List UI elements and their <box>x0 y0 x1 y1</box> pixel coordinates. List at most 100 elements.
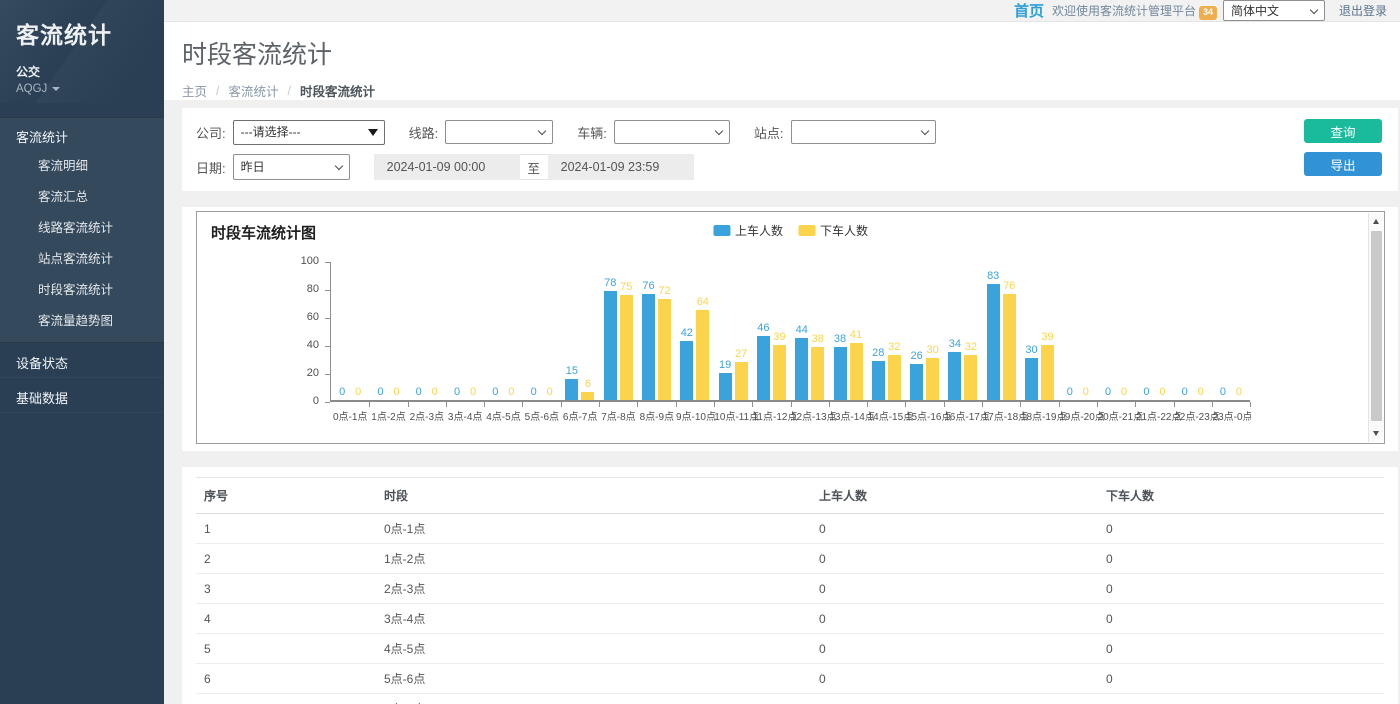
bar-column: 64 <box>696 297 710 400</box>
bar-group: 76 72 <box>637 260 677 407</box>
bar-value-label: 0 <box>1082 386 1089 398</box>
x-axis-labels: 0点-1点 1点-2点 2点-3点 3点-4点 4点-5点 5点-6点 6点-7点 7点-8点… <box>331 408 1251 423</box>
scrollbar-thumb[interactable] <box>1370 231 1382 421</box>
breadcrumb-item: 时段客流统计 <box>300 85 376 99</box>
bar-column: 38 <box>811 332 825 400</box>
bar-value-label: 0 <box>355 386 362 398</box>
filter-panel: 公司: ---请选择--- 线路: <box>182 108 1398 191</box>
bar <box>948 352 962 400</box>
table-cell: 1点-2点 <box>376 543 811 574</box>
table-cell: 6 <box>196 663 376 694</box>
table-row: 5 4点-5点 0 0 <box>196 633 1384 664</box>
sidebar-item[interactable]: 客流汇总 <box>38 190 89 204</box>
scroll-up-arrow-icon[interactable] <box>1369 214 1383 229</box>
table-cell: 4点-5点 <box>376 633 811 664</box>
bar-value-label: 0 <box>431 386 438 398</box>
table-cell: 0 <box>811 633 1098 664</box>
x-axis-category-label: 5点-6点 <box>524 412 560 423</box>
table-row: 2 1点-2点 0 0 <box>196 543 1384 574</box>
breadcrumb-item[interactable]: 客流统计 <box>228 85 279 99</box>
date-to-input[interactable]: 2024-01-09 23:59 <box>547 154 694 180</box>
sidebar-item[interactable]: 线路客流统计 <box>38 221 114 235</box>
legend-item[interactable]: 下车人数 <box>798 222 868 239</box>
bar-value-label: 32 <box>888 341 901 354</box>
line-select[interactable] <box>445 120 554 144</box>
bar <box>849 342 863 400</box>
sidebar-item[interactable]: 时段客流统计 <box>38 283 114 297</box>
logout-link[interactable]: 退出登录 <box>1338 4 1387 18</box>
bar-value-label: 0 <box>1143 386 1150 398</box>
bar-column: 0 <box>1140 387 1153 400</box>
bar-value-label: 0 <box>1219 386 1227 398</box>
bar-value-label: 39 <box>1041 331 1054 344</box>
bar-column: 19 <box>718 359 732 400</box>
table-header-cell: 序号 <box>196 477 376 514</box>
bar-column: 78 <box>603 277 617 400</box>
y-axis-tick <box>325 261 330 263</box>
table-cell: 15 <box>811 693 1098 704</box>
breadcrumb-item[interactable]: 主页 <box>182 85 208 99</box>
welcome-text: 欢迎使用客流统计管理平台 <box>1051 4 1196 18</box>
date-label: 日期: <box>196 160 226 176</box>
date-from-input[interactable]: 2024-01-09 00:00 <box>373 154 520 180</box>
bar <box>619 295 633 400</box>
sidebar-item[interactable]: 客流明细 <box>38 159 89 173</box>
bar-value-label: 0 <box>339 386 346 398</box>
bar-group: 30 39 <box>1020 260 1060 407</box>
bar <box>603 290 617 400</box>
language-select[interactable]: 简体中文 <box>1222 0 1325 21</box>
bar-value-label: 34 <box>948 338 962 351</box>
company-select-wrap: ---请选择--- <box>232 119 385 145</box>
sidebar-section-header[interactable]: 基础数据 <box>16 391 69 406</box>
table-header-cell: 下车人数 <box>1098 477 1384 514</box>
line-label: 线路: <box>408 125 439 141</box>
bar-value-label: 0 <box>1105 386 1112 398</box>
export-button[interactable]: 导出 <box>1304 152 1382 176</box>
bar-value-label: 38 <box>811 332 824 345</box>
bar-value-label: 19 <box>718 359 732 372</box>
bar-column: 76 <box>1002 280 1016 400</box>
bar-group: 83 76 <box>982 260 1022 407</box>
sidebar-section-header[interactable]: 客流统计 <box>16 130 69 145</box>
bar-column: 0 <box>1079 387 1092 400</box>
language-select-wrap: 简体中文 <box>1222 0 1325 21</box>
table-cell: 5点-6点 <box>376 663 811 694</box>
y-axis-tick <box>325 401 330 403</box>
notification-badge[interactable]: 34 <box>1198 6 1217 20</box>
brand-area: 客流统计 公交 AQGJ <box>0 0 164 103</box>
company-select[interactable]: ---请选择--- <box>232 119 385 145</box>
filter-row-1: 公司: ---请选择--- 线路: <box>196 119 960 145</box>
x-axis-category-label: 23点-0点 <box>1212 412 1251 423</box>
line-select-wrap <box>445 120 554 144</box>
company-code-dropdown[interactable]: AQGJ <box>16 83 148 95</box>
bar <box>926 358 940 400</box>
legend-item[interactable]: 上车人数 <box>712 222 783 239</box>
bar-group: 19 27 <box>714 260 754 407</box>
date-preset-select[interactable]: 昨日 <box>232 154 350 180</box>
station-select-wrap <box>790 120 936 144</box>
bar-group: 15 6 <box>561 260 601 407</box>
table-cell: 0 <box>1098 543 1384 574</box>
home-link[interactable]: 首页 <box>1013 3 1044 20</box>
bar-value-label: 42 <box>680 327 693 340</box>
chart-scrollbar[interactable] <box>1368 213 1383 442</box>
table-row: 1 0点-1点 0 0 <box>196 513 1384 544</box>
bar-column: 0 <box>467 387 480 400</box>
scroll-down-arrow-icon[interactable] <box>1369 426 1383 441</box>
table-cell: 0 <box>1098 663 1384 694</box>
bar-column: 0 <box>1178 387 1191 400</box>
sidebar-item[interactable]: 站点客流统计 <box>38 252 114 266</box>
vehicle-select[interactable] <box>613 120 730 144</box>
query-button[interactable]: 查询 <box>1304 119 1382 143</box>
company-code-label: AQGJ <box>16 83 48 95</box>
sidebar-item[interactable]: 客流量趋势图 <box>38 314 114 328</box>
sidebar-section-header[interactable]: 设备状态 <box>16 356 69 371</box>
station-label: 站点: <box>753 125 784 141</box>
bar-value-label: 72 <box>658 285 671 298</box>
station-select[interactable] <box>790 120 936 144</box>
bar-value-label: 0 <box>546 386 553 398</box>
